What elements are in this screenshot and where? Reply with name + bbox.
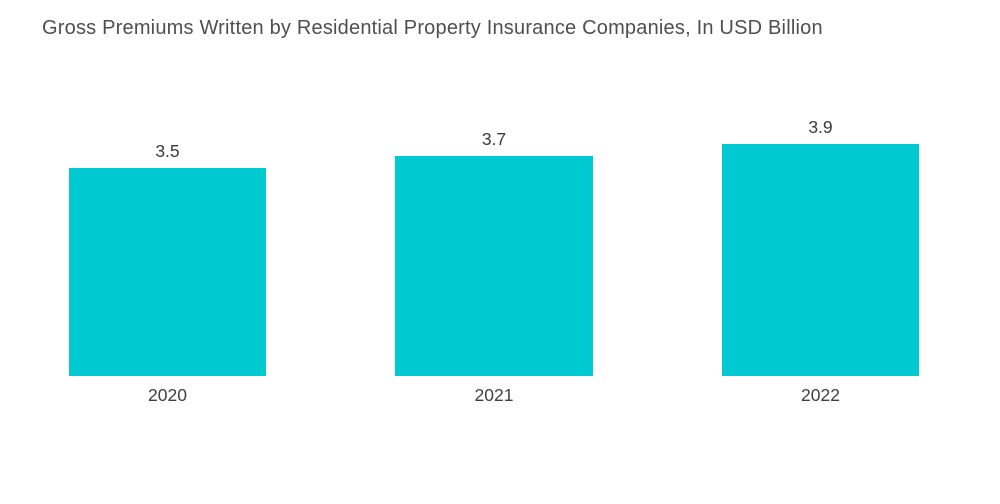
bar-2021 bbox=[395, 156, 593, 376]
bar-value-label-2022: 3.9 bbox=[808, 116, 833, 137]
bar-zone: 3.5 bbox=[69, 0, 266, 376]
bar-group-2021: 3.7 2021 bbox=[395, 0, 593, 405]
bar-group-2022: 3.9 2022 bbox=[722, 0, 919, 405]
bar-zone: 3.9 bbox=[722, 0, 919, 376]
bar-group-2020: 3.5 2020 bbox=[69, 0, 266, 405]
x-axis-label-2020: 2020 bbox=[148, 385, 187, 405]
bar-2020 bbox=[69, 168, 266, 376]
bar-zone: 3.7 bbox=[395, 0, 593, 376]
x-axis-label-2021: 2021 bbox=[474, 385, 514, 405]
chart-title: Gross Premiums Written by Residential Pr… bbox=[42, 17, 823, 39]
x-axis-label-2022: 2022 bbox=[801, 385, 840, 405]
bar-value-label-2021: 3.7 bbox=[481, 128, 507, 149]
bar-value-label-2020: 3.5 bbox=[155, 140, 180, 161]
bar-2022 bbox=[722, 144, 919, 376]
